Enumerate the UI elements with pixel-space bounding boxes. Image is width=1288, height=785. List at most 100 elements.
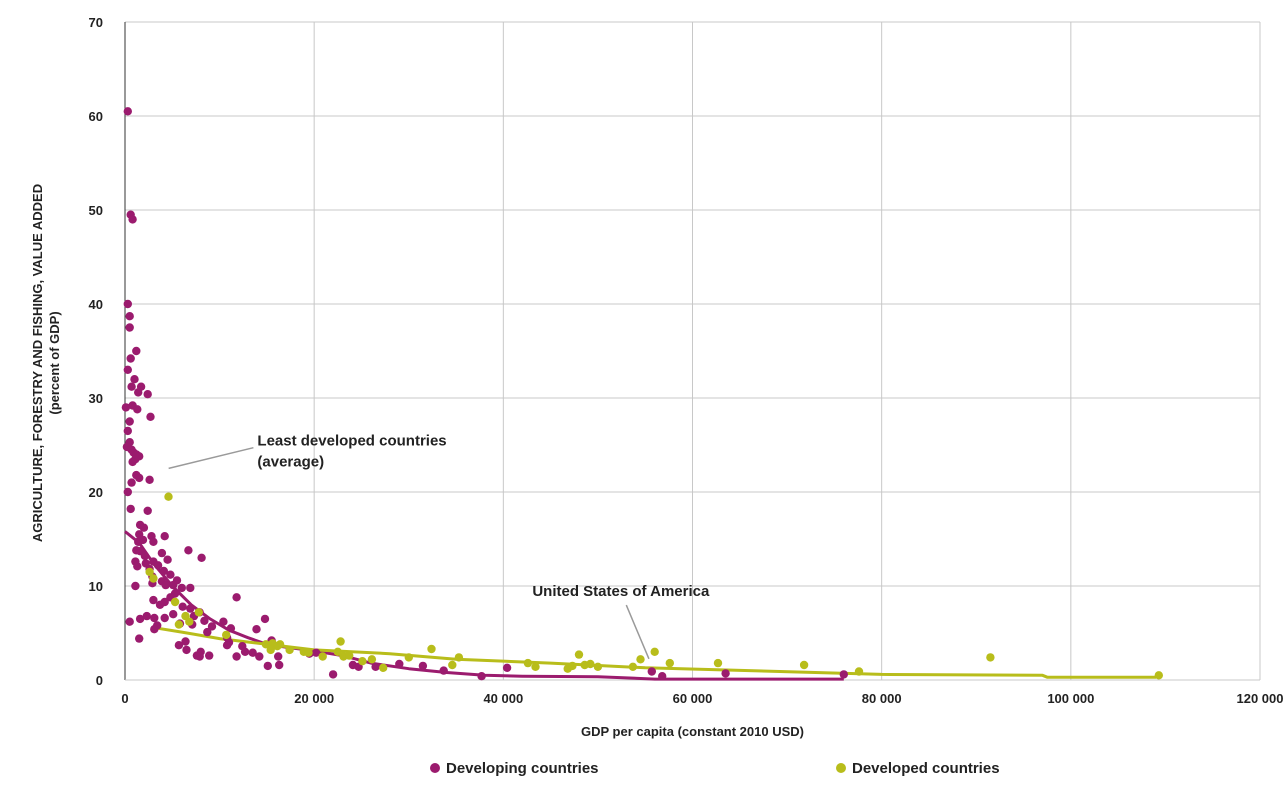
point-series-0 bbox=[197, 553, 206, 562]
point-series-0 bbox=[155, 600, 165, 609]
point-series-0 bbox=[132, 346, 141, 356]
x-tick-label: 40 000 bbox=[483, 691, 523, 706]
point-series-1 bbox=[523, 658, 533, 668]
annotation-leader-usa bbox=[625, 604, 650, 660]
point-series-0 bbox=[226, 624, 236, 633]
point-series-0 bbox=[153, 561, 163, 570]
point-series-0 bbox=[125, 617, 134, 626]
point-series-1 bbox=[799, 660, 809, 670]
point-series-0 bbox=[263, 661, 272, 671]
point-series-0 bbox=[275, 660, 284, 670]
point-series-0 bbox=[142, 611, 151, 621]
point-series-0 bbox=[222, 641, 232, 650]
point-series-0 bbox=[125, 312, 134, 321]
point-series-0 bbox=[232, 593, 241, 602]
point-series-0 bbox=[134, 388, 143, 397]
point-series-1 bbox=[854, 667, 864, 676]
point-series-1 bbox=[574, 650, 584, 659]
point-series-0 bbox=[157, 548, 167, 558]
point-series-0 bbox=[169, 580, 178, 590]
point-series-1 bbox=[273, 642, 282, 651]
y-tick-label: 70 bbox=[89, 15, 103, 30]
point-series-1 bbox=[170, 597, 180, 607]
point-series-1 bbox=[336, 637, 345, 646]
point-series-0 bbox=[177, 583, 186, 593]
point-series-1 bbox=[1154, 671, 1164, 680]
point-series-0 bbox=[203, 627, 212, 637]
annotation-leader-least-developed bbox=[168, 446, 254, 470]
point-series-1 bbox=[194, 608, 203, 617]
point-series-0 bbox=[207, 622, 217, 631]
point-series-1 bbox=[345, 651, 354, 660]
point-series-1 bbox=[164, 492, 173, 501]
point-series-0 bbox=[721, 669, 730, 678]
point-series-0 bbox=[130, 375, 139, 384]
point-series-0 bbox=[143, 506, 152, 515]
point-series-0 bbox=[159, 566, 168, 576]
point-series-1 bbox=[379, 663, 388, 672]
legend-item-developing: Developing countries bbox=[430, 760, 599, 777]
point-series-0 bbox=[311, 648, 321, 657]
x-tick-labels: 0 20 000 40 000 60 000 80 000 100 000 120 000 bbox=[121, 691, 1283, 706]
point-series-1 bbox=[285, 645, 294, 655]
point-series-1 bbox=[367, 655, 377, 664]
point-series-0 bbox=[160, 613, 169, 623]
annotation-usa: United States of America bbox=[532, 583, 710, 600]
point-series-0 bbox=[252, 625, 261, 634]
annotation-least-developed-line1: Least developed countries bbox=[257, 433, 446, 450]
point-series-0 bbox=[166, 570, 175, 579]
point-series-0 bbox=[125, 417, 134, 426]
point-series-1 bbox=[149, 574, 158, 583]
point-series-1 bbox=[333, 647, 342, 656]
point-series-0 bbox=[133, 405, 142, 414]
point-series-0 bbox=[169, 610, 178, 619]
point-series-0 bbox=[127, 382, 136, 391]
point-series-0 bbox=[128, 215, 137, 224]
point-series-0 bbox=[255, 652, 264, 661]
point-series-0 bbox=[128, 457, 137, 467]
point-series-0 bbox=[205, 651, 214, 660]
y-axis-title-line1: AGRICULTURE, FORESTRY AND FISHING, VALUE… bbox=[30, 184, 45, 542]
point-series-1 bbox=[404, 653, 413, 662]
point-series-0 bbox=[123, 107, 132, 116]
annotation-least-developed-line2: (average) bbox=[257, 454, 324, 471]
point-series-0 bbox=[178, 602, 187, 611]
point-series-0 bbox=[260, 614, 270, 624]
y-axis-title: AGRICULTURE, FORESTRY AND FISHING, VALUE… bbox=[30, 184, 62, 542]
x-tick-label: 60 000 bbox=[673, 691, 713, 706]
point-series-0 bbox=[163, 555, 172, 564]
point-series-0 bbox=[135, 634, 144, 643]
point-series-0 bbox=[418, 661, 428, 671]
data-points bbox=[121, 107, 1164, 681]
point-series-0 bbox=[135, 473, 144, 483]
point-series-0 bbox=[140, 551, 150, 561]
x-tick-label: 100 000 bbox=[1047, 691, 1094, 706]
point-series-1 bbox=[145, 567, 154, 577]
point-series-1 bbox=[531, 662, 540, 671]
legend-marker-developed bbox=[836, 763, 846, 773]
point-series-0 bbox=[477, 672, 486, 681]
point-series-0 bbox=[135, 614, 145, 624]
point-series-0 bbox=[134, 537, 143, 546]
point-series-0 bbox=[395, 659, 404, 669]
point-series-1 bbox=[650, 647, 659, 656]
grid bbox=[125, 21, 1261, 680]
point-series-0 bbox=[839, 670, 848, 679]
y-tick-label: 50 bbox=[89, 203, 103, 218]
point-series-1 bbox=[628, 662, 638, 671]
point-series-1 bbox=[568, 661, 577, 671]
point-series-0 bbox=[371, 662, 380, 671]
point-series-0 bbox=[200, 616, 209, 625]
point-series-1 bbox=[448, 660, 457, 670]
y-tick-label: 20 bbox=[89, 485, 103, 500]
point-series-0 bbox=[182, 645, 191, 655]
legend-label-developed: Developed countries bbox=[852, 760, 1000, 777]
point-series-1 bbox=[665, 658, 674, 668]
point-series-1 bbox=[636, 655, 645, 664]
point-series-0 bbox=[149, 595, 158, 605]
point-series-1 bbox=[318, 652, 327, 661]
point-series-0 bbox=[123, 365, 132, 374]
point-series-0 bbox=[161, 580, 170, 590]
point-series-0 bbox=[146, 412, 155, 421]
point-series-1 bbox=[986, 653, 995, 662]
